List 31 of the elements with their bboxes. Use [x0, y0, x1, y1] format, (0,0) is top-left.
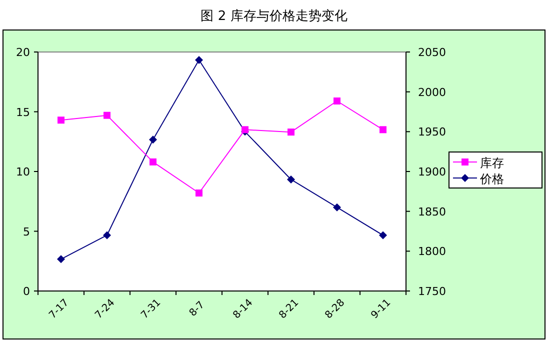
point [380, 126, 386, 134]
point [104, 112, 110, 119]
point [288, 128, 294, 136]
y2-tick-label: 2050 [418, 46, 446, 59]
point [287, 175, 295, 184]
point [150, 158, 156, 166]
chart-title: 图 2 库存与价格走势变化 [200, 9, 348, 24]
point [57, 255, 65, 264]
point [149, 136, 157, 144]
point [334, 97, 340, 104]
y-tick-label: 5 [23, 225, 30, 238]
y2-tick-label: 1800 [418, 245, 446, 258]
y2-tick-label: 2000 [418, 86, 446, 99]
point [333, 203, 341, 212]
x-tick-label: 8-7 [188, 300, 207, 319]
y-tick-label: 10 [16, 166, 30, 178]
point [196, 190, 202, 197]
point [379, 231, 387, 240]
point [58, 116, 64, 124]
point [242, 126, 248, 134]
legend-label: 价格 [479, 172, 504, 186]
y-tick-label: 0 [23, 285, 30, 298]
y2-tick-label: 1950 [418, 126, 446, 139]
legend-label: 库存 [480, 156, 504, 170]
y2-tick-label: 1900 [418, 166, 446, 178]
y-tick-label: 15 [16, 106, 30, 119]
y2-tick-label: 1850 [418, 205, 446, 218]
y-tick-label: 20 [16, 46, 30, 59]
point [195, 56, 203, 64]
point [103, 231, 111, 240]
y2-tick-label: 1750 [418, 285, 446, 298]
